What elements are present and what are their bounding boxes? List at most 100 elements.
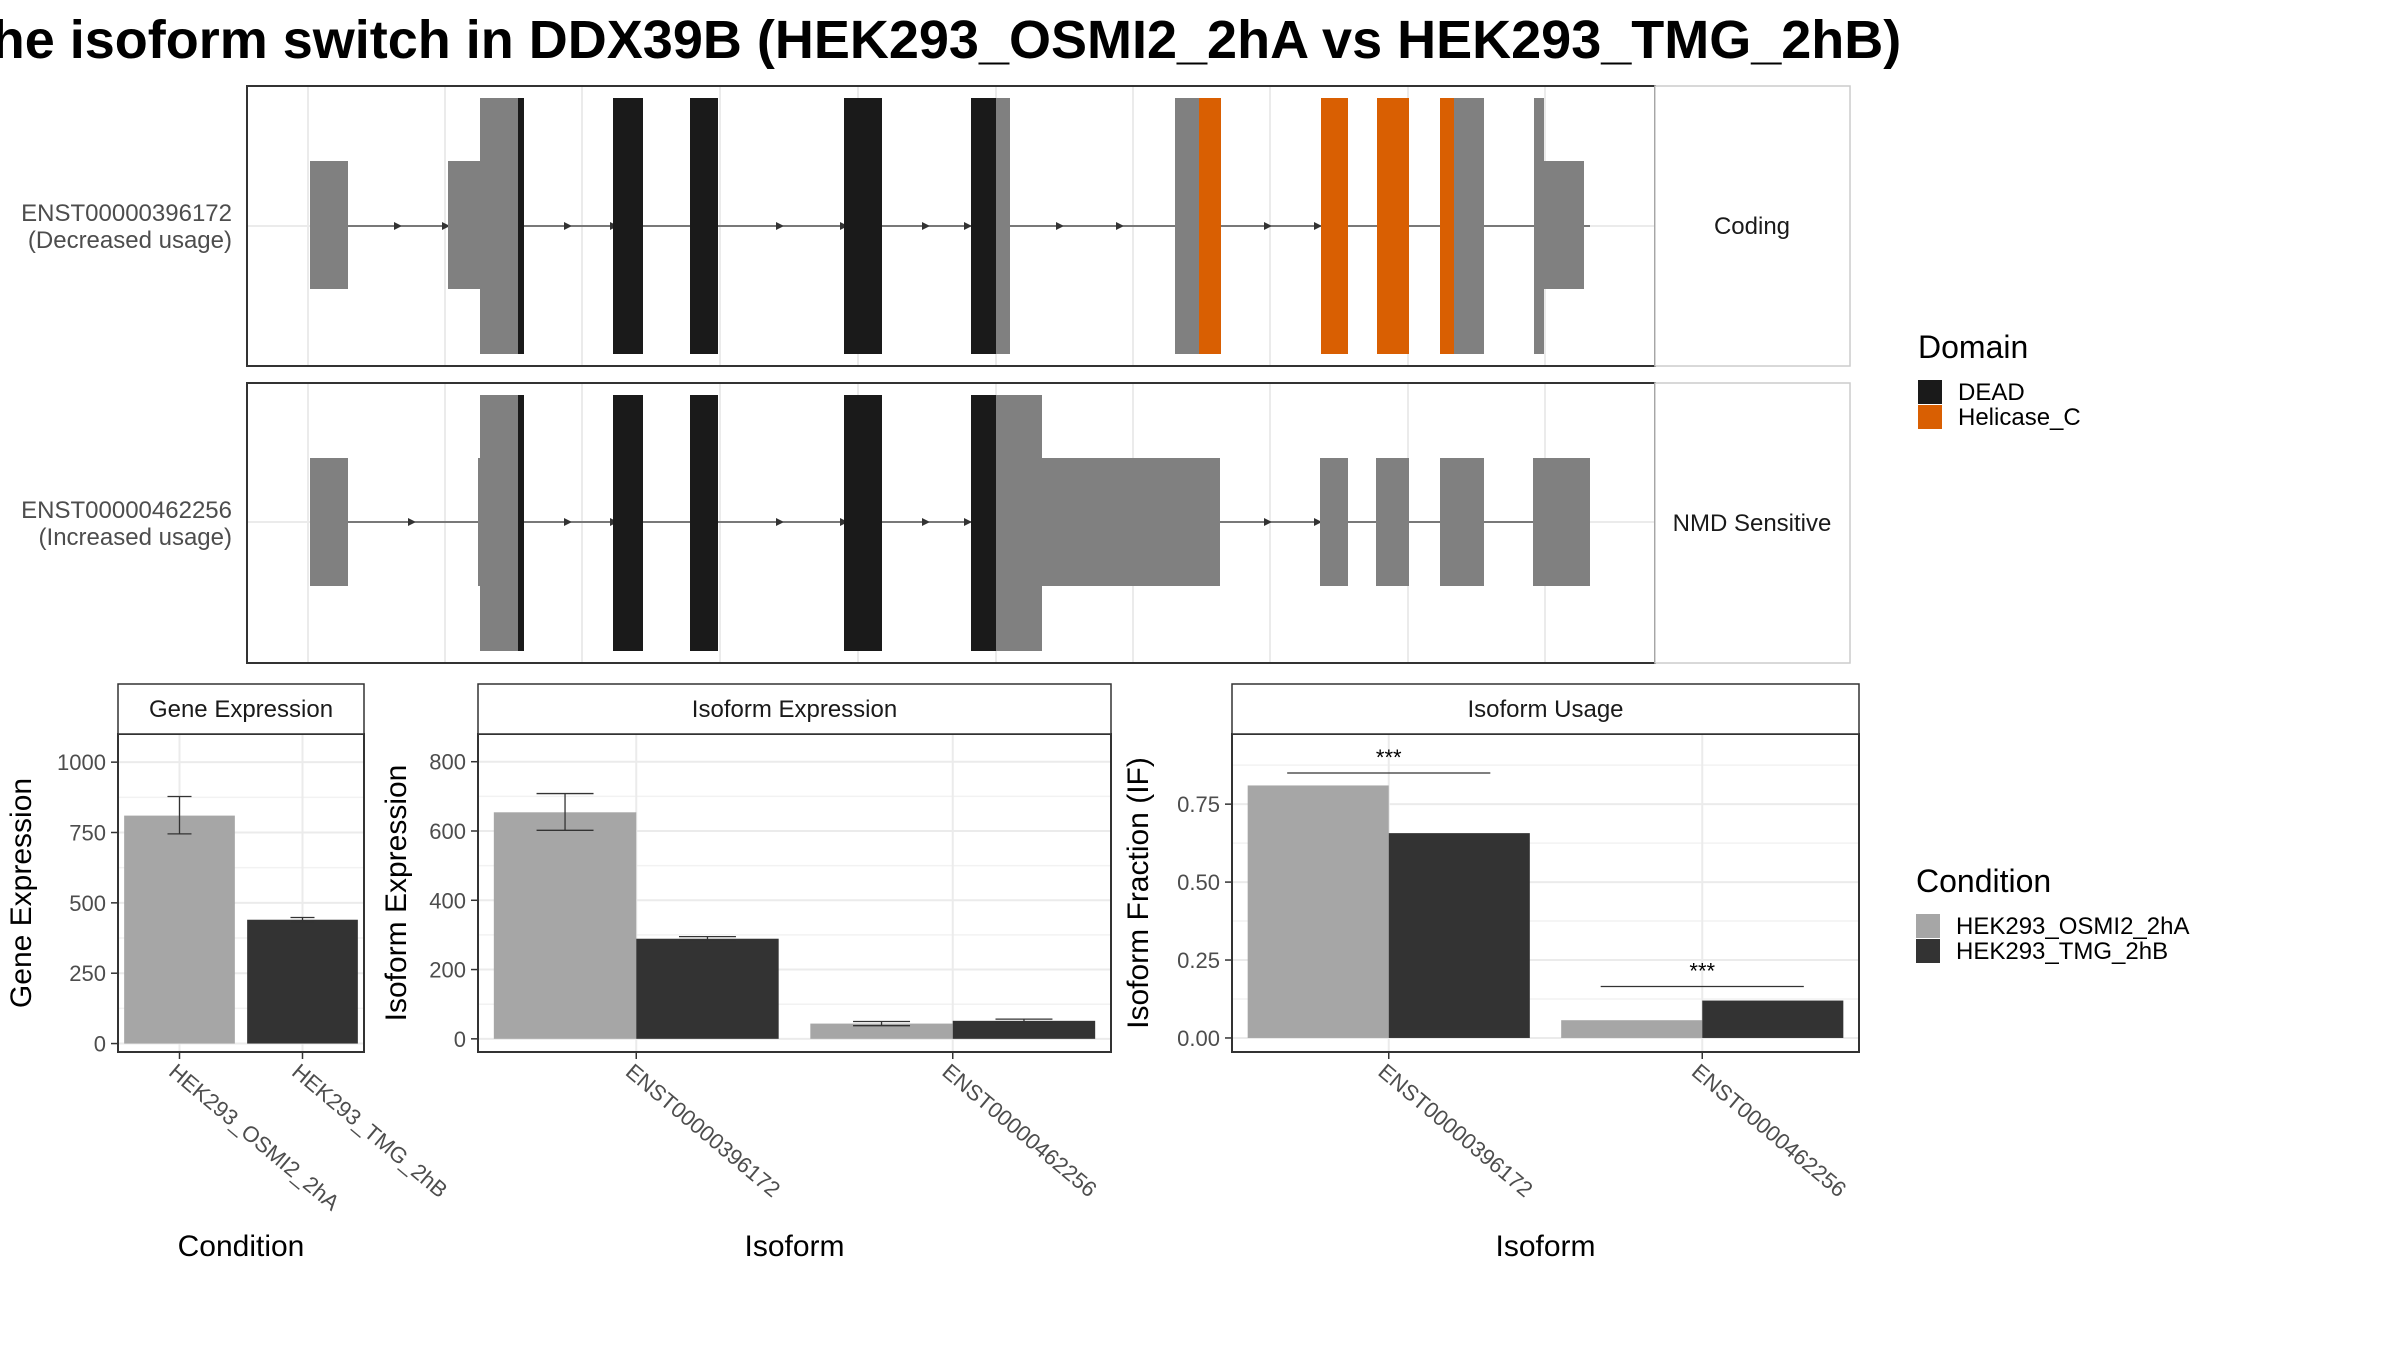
exon-domain-helicase	[1440, 98, 1454, 354]
y-tick-label: 0.25	[1177, 948, 1220, 973]
y-tick-label: 1000	[57, 750, 106, 775]
exon-domain-dead	[518, 98, 524, 354]
transcript-id-label: ENST00000396172	[21, 200, 232, 227]
isoform-expression-panel: 0 200 400 600 800 Isoform Expression ENST00000…	[380, 683, 1112, 1263]
y-tick-label: 0	[454, 1027, 466, 1052]
bar	[493, 812, 637, 1039]
y-tick-label: 800	[429, 750, 466, 775]
x-axis-title: Isoform	[744, 1230, 844, 1263]
transcript-id-label: ENST00000462256	[21, 497, 232, 524]
condition-legend: Condition HEK293_OSMI2_2hA HEK293_TMG_2h…	[1916, 863, 2189, 965]
exon-domain-dead	[844, 98, 882, 354]
legend-title: Condition	[1916, 863, 2051, 899]
exon-utr	[1376, 458, 1409, 586]
exon-domain-dead	[613, 395, 643, 651]
y-axis-title: Isoform Expression	[380, 765, 413, 1022]
exon-cds	[1175, 98, 1199, 354]
exon-domain-dead	[690, 98, 718, 354]
legend-key-condition-a	[1916, 914, 1940, 938]
panel-title: Isoform Usage	[1467, 696, 1623, 723]
y-tick-label: 250	[69, 961, 106, 986]
bar	[1247, 785, 1389, 1038]
bar	[952, 1020, 1096, 1039]
x-axis-title: Isoform	[1495, 1230, 1595, 1263]
legend-key-condition-b	[1916, 939, 1940, 963]
transcript-category-label: NMD Sensitive	[1673, 510, 1832, 537]
exon-utr	[480, 395, 520, 651]
facet-strip	[1654, 382, 1851, 664]
y-tick-label: 0	[94, 1032, 106, 1057]
y-tick-label: 400	[429, 888, 466, 913]
x-tick-label: ENST00000396172	[621, 1059, 785, 1202]
exon-domain-helicase	[1199, 98, 1221, 354]
x-tick-label: ENST00000462256	[938, 1059, 1102, 1202]
transcript-category-label: Coding	[1714, 213, 1790, 240]
exon-blocks	[310, 395, 1590, 651]
y-tick-label: 600	[429, 819, 466, 844]
y-tick-label: 0.50	[1177, 870, 1220, 895]
bar	[636, 938, 779, 1039]
exon-utr	[448, 161, 482, 289]
facet-strip	[117, 683, 365, 735]
exon-domain-helicase	[1321, 98, 1348, 354]
exon-domain-dead	[844, 395, 882, 651]
facet-strip	[1231, 683, 1860, 735]
exon-domain-dead	[518, 395, 524, 651]
significance-label: ***	[1376, 745, 1402, 770]
domain-legend: Domain DEAD Helicase_C	[1918, 329, 2081, 431]
exon-utr	[310, 458, 348, 586]
transcript-row-1: Coding ENST00000396172 (Decreased usage)	[21, 85, 1851, 367]
transcript-structure-panel: Coding ENST00000396172 (Decreased usage)	[21, 85, 1851, 664]
exon-blocks	[310, 98, 1584, 354]
exon-utr	[480, 98, 520, 354]
legend-label: DEAD	[1958, 379, 2025, 406]
legend-title: Domain	[1918, 329, 2028, 365]
significance-label: ***	[1689, 959, 1715, 984]
exon-utr	[996, 395, 1042, 651]
exon-utr	[1040, 458, 1220, 586]
exon-domain-helicase	[1377, 98, 1409, 354]
exon-utr	[1533, 458, 1590, 586]
exon-cds	[1534, 98, 1544, 354]
exon-cds	[996, 98, 1010, 354]
y-tick-label: 750	[69, 820, 106, 845]
bar	[1561, 1020, 1703, 1038]
exon-domain-dead	[690, 395, 718, 651]
exon-domain-dead	[971, 98, 997, 354]
x-axis-title: Condition	[178, 1230, 305, 1263]
bar	[124, 815, 235, 1044]
bar	[1388, 833, 1530, 1038]
transcript-usage-label: (Increased usage)	[39, 524, 232, 551]
y-tick-label: 0.00	[1177, 1026, 1220, 1051]
exon-utr	[1544, 161, 1584, 289]
y-axis-title: Isoform Fraction (IF)	[1122, 757, 1155, 1029]
bar	[247, 919, 358, 1044]
panel-title: Gene Expression	[149, 696, 333, 723]
exon-utr	[1320, 458, 1348, 586]
y-axis-title: Gene Expression	[5, 778, 38, 1008]
exon-cds	[1454, 98, 1484, 354]
figure-title: The isoform switch in DDX39B (HEK293_OSM…	[0, 10, 1901, 70]
legend-key-helicase	[1918, 405, 1942, 429]
legend-label: HEK293_TMG_2hB	[1956, 938, 2168, 965]
legend-label: HEK293_OSMI2_2hA	[1956, 913, 2189, 940]
exon-domain-dead	[971, 395, 997, 651]
bar	[1702, 1000, 1844, 1038]
transcript-row-2: NMD Sensitive ENST00000462256 (Increased…	[21, 382, 1851, 664]
exon-utr	[310, 161, 348, 289]
legend-key-dead	[1918, 380, 1942, 404]
isoform-usage-panel: 0.00 0.25 0.50 0.75 *** *** Isoform Usage ENST0…	[1122, 683, 1860, 1263]
x-tick-label: ENST00000462256	[1687, 1059, 1851, 1202]
exon-domain-dead	[613, 98, 643, 354]
exon-utr	[1440, 458, 1484, 586]
y-tick-label: 0.75	[1177, 792, 1220, 817]
legend-label: Helicase_C	[1958, 404, 2081, 431]
intron-arrows	[408, 518, 1322, 526]
y-tick-label: 200	[429, 958, 466, 983]
facet-strip	[477, 683, 1112, 735]
panel-title: Isoform Expression	[692, 696, 897, 723]
transcript-usage-label: (Decreased usage)	[28, 227, 232, 254]
bar	[810, 1023, 953, 1039]
facet-strip	[1654, 85, 1851, 367]
